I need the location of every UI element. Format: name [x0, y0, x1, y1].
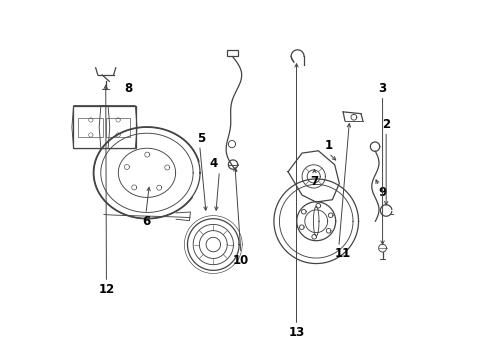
Text: 11: 11	[334, 247, 350, 260]
Text: 13: 13	[288, 326, 304, 339]
Text: 9: 9	[378, 186, 386, 199]
Bar	[73, 107, 136, 148]
Text: 7: 7	[310, 175, 318, 188]
Text: 8: 8	[123, 82, 132, 95]
Text: 3: 3	[378, 82, 386, 95]
Text: 4: 4	[209, 157, 218, 170]
Bar	[227, 50, 238, 56]
Text: 12: 12	[98, 283, 114, 296]
Bar	[78, 118, 103, 137]
Text: 5: 5	[197, 132, 205, 145]
Text: 6: 6	[142, 215, 150, 228]
Text: 10: 10	[232, 254, 248, 267]
Bar	[105, 118, 130, 137]
Text: 1: 1	[324, 139, 332, 152]
Text: 2: 2	[381, 118, 389, 131]
